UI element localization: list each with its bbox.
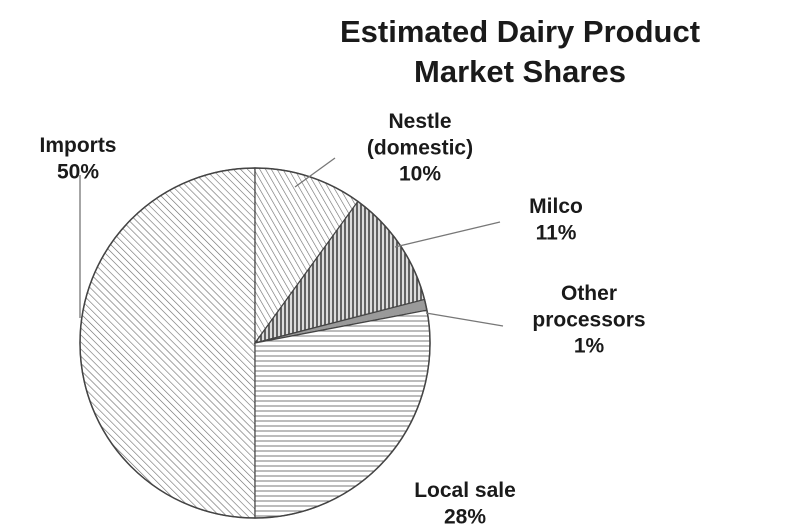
- chart-title-line-1: Estimated Dairy Product: [340, 14, 700, 49]
- slice-label-milco: Milco 11%: [529, 195, 583, 244]
- slice-label-line: Imports: [39, 134, 116, 157]
- slice-label-other-processors: Other processors 1%: [532, 282, 645, 358]
- leader-line-milco: [394, 221, 501, 248]
- slice-label-local-sale: Local sale 28%: [414, 479, 516, 528]
- pie-slice-imports: [79, 167, 256, 519]
- pie-slices: [79, 167, 431, 519]
- slice-label-nestle-domestic: Nestle (domestic) 10%: [367, 110, 473, 186]
- chart-title: Estimated Dairy Product Market Shares: [340, 14, 700, 89]
- slice-label-line: Other: [561, 282, 617, 305]
- leader-line-other-processors: [425, 312, 504, 327]
- slice-label-line: 11%: [536, 221, 577, 244]
- pie-outline: [79, 167, 431, 519]
- slice-labels: Imports 50% Nestle (domestic) 10% Milco 11% Oth…: [39, 110, 645, 528]
- chart-title-line-2: Market Shares: [414, 54, 626, 89]
- slice-label-line: Milco: [529, 195, 583, 218]
- slice-label-line: 50%: [57, 160, 99, 183]
- slice-label-line: 28%: [444, 505, 486, 528]
- slice-label-line: Nestle: [388, 110, 451, 133]
- slice-label-line: 1%: [574, 335, 605, 358]
- leader-lines: [79, 157, 504, 327]
- slice-label-line: processors: [532, 308, 645, 331]
- pie-slice-local-sale: [254, 309, 431, 519]
- slice-label-line: 10%: [399, 163, 441, 186]
- slice-label-imports: Imports 50%: [39, 134, 116, 183]
- slice-label-line: (domestic): [367, 136, 473, 159]
- slice-label-line: Local sale: [414, 479, 516, 502]
- leader-line-nestle-domestic: [294, 157, 336, 188]
